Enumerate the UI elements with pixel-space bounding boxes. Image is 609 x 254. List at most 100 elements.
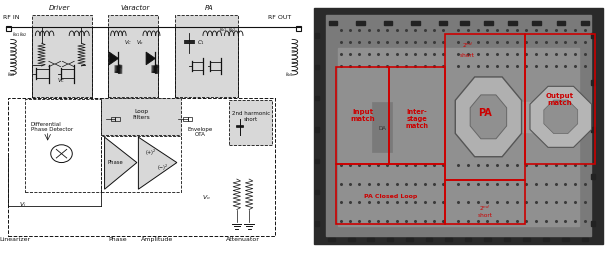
Text: $k_{d2}$: $k_{d2}$ <box>19 30 27 39</box>
Text: $(-)^2$: $(-)^2$ <box>157 163 169 173</box>
Bar <box>229 100 272 145</box>
Text: PA: PA <box>205 5 213 11</box>
Text: $V_o$: $V_o$ <box>202 193 211 202</box>
Bar <box>465 238 471 241</box>
Bar <box>315 128 319 132</box>
Bar <box>460 21 468 25</box>
Text: DA: DA <box>378 126 386 131</box>
Text: Inter-
stage
match: Inter- stage match <box>406 109 429 129</box>
Text: Attenuator: Attenuator <box>226 237 260 242</box>
Text: $k_{d0}$: $k_{d0}$ <box>7 70 16 79</box>
Text: $k_{o0}$: $k_{o0}$ <box>284 70 294 79</box>
Bar <box>372 102 392 152</box>
Polygon shape <box>109 52 118 65</box>
Bar <box>336 67 389 164</box>
Bar <box>32 15 93 97</box>
Bar <box>387 238 393 241</box>
Bar <box>338 48 579 226</box>
Polygon shape <box>105 137 137 189</box>
Bar <box>102 136 181 192</box>
Bar <box>326 15 591 236</box>
Polygon shape <box>470 95 507 139</box>
Text: $C_1$: $C_1$ <box>197 38 205 46</box>
Polygon shape <box>544 100 578 134</box>
Polygon shape <box>138 137 177 189</box>
Text: short: short <box>477 213 492 218</box>
Text: Envelope
OTA: Envelope OTA <box>188 127 213 137</box>
Text: $V_b$: $V_b$ <box>136 38 144 46</box>
Text: Phase: Phase <box>108 237 127 242</box>
Polygon shape <box>530 86 591 147</box>
Bar <box>367 238 374 241</box>
Bar <box>384 21 392 25</box>
Text: $k_{o1}$: $k_{o1}$ <box>219 25 227 34</box>
Bar <box>523 238 530 241</box>
Text: $(+)^2$: $(+)^2$ <box>145 148 157 158</box>
Bar <box>505 102 547 132</box>
Polygon shape <box>456 77 521 157</box>
Bar <box>183 117 188 121</box>
Text: Loop
Filters: Loop Filters <box>133 109 150 120</box>
Text: 2$^{nd}$: 2$^{nd}$ <box>462 41 473 50</box>
Polygon shape <box>146 52 155 65</box>
Bar <box>580 21 589 25</box>
Text: $V_C$: $V_C$ <box>57 76 66 85</box>
Bar <box>591 221 595 226</box>
Text: $V_i$: $V_i$ <box>19 200 27 209</box>
Text: Differential
Phase Detector: Differential Phase Detector <box>30 122 73 132</box>
Bar <box>315 65 319 69</box>
Text: Output
match: Output match <box>546 92 574 106</box>
Text: PA Closed Loop: PA Closed Loop <box>364 194 417 199</box>
Bar <box>445 180 524 224</box>
Bar <box>591 34 595 38</box>
Text: Linearizer: Linearizer <box>0 237 31 242</box>
Text: Phase: Phase <box>107 160 123 165</box>
Bar <box>445 238 452 241</box>
Text: 2$^{nd}$: 2$^{nd}$ <box>479 204 490 213</box>
Bar <box>336 164 445 224</box>
Text: PA: PA <box>478 108 491 118</box>
Bar <box>484 238 491 241</box>
Bar <box>356 21 365 25</box>
Bar <box>296 26 301 31</box>
Bar <box>509 21 517 25</box>
Text: Varactor: Varactor <box>121 5 150 11</box>
Bar <box>445 34 524 180</box>
Text: $k_{d1}$: $k_{d1}$ <box>13 30 21 39</box>
Bar <box>562 238 569 241</box>
Bar <box>188 117 192 121</box>
Bar <box>439 21 448 25</box>
Bar <box>406 238 413 241</box>
Bar <box>175 15 238 97</box>
Bar <box>315 159 319 163</box>
Bar <box>524 34 596 164</box>
Bar <box>329 21 337 25</box>
Bar <box>504 238 510 241</box>
Bar <box>111 117 115 121</box>
Bar <box>412 21 420 25</box>
Bar <box>102 98 181 135</box>
Bar <box>532 21 541 25</box>
Bar <box>543 238 549 241</box>
Bar <box>315 34 319 38</box>
Bar <box>328 238 335 241</box>
Text: short: short <box>460 53 475 58</box>
Text: Input
match: Input match <box>350 109 375 122</box>
Text: Driver: Driver <box>49 5 71 11</box>
Text: $k_{o2}$: $k_{o2}$ <box>228 25 236 34</box>
Text: 2nd harmonic
short: 2nd harmonic short <box>231 112 270 122</box>
Bar <box>108 15 158 97</box>
Text: RF IN: RF IN <box>3 15 19 20</box>
Text: $V_C$: $V_C$ <box>124 38 132 46</box>
Bar <box>315 190 319 194</box>
Bar <box>591 128 595 132</box>
Bar <box>582 238 588 241</box>
Bar <box>315 221 319 226</box>
Bar <box>591 81 595 85</box>
Bar <box>484 21 493 25</box>
Bar <box>348 238 354 241</box>
Bar <box>115 117 120 121</box>
Text: RF OUT: RF OUT <box>267 15 291 20</box>
Bar <box>426 238 432 241</box>
Bar <box>557 21 565 25</box>
